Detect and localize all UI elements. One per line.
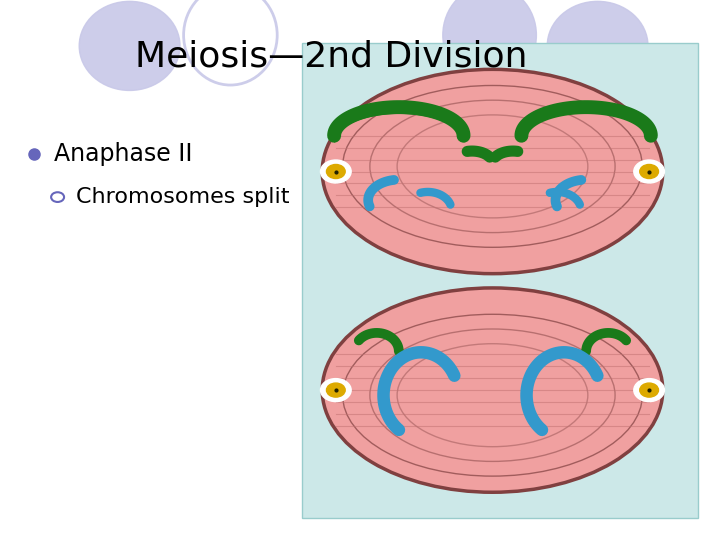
Text: Anaphase II: Anaphase II xyxy=(54,142,192,166)
Text: Meiosis—2nd Division: Meiosis—2nd Division xyxy=(135,40,528,73)
Circle shape xyxy=(634,379,665,402)
Circle shape xyxy=(326,165,345,179)
Circle shape xyxy=(634,160,665,183)
Circle shape xyxy=(640,165,659,179)
Circle shape xyxy=(640,383,659,397)
Text: Chromosomes split: Chromosomes split xyxy=(76,187,289,207)
Circle shape xyxy=(326,383,345,397)
Ellipse shape xyxy=(547,2,648,90)
Circle shape xyxy=(320,160,351,183)
FancyBboxPatch shape xyxy=(302,43,698,518)
Ellipse shape xyxy=(322,288,662,492)
Ellipse shape xyxy=(79,2,180,90)
Circle shape xyxy=(320,379,351,402)
Ellipse shape xyxy=(443,0,536,85)
Ellipse shape xyxy=(322,69,662,274)
